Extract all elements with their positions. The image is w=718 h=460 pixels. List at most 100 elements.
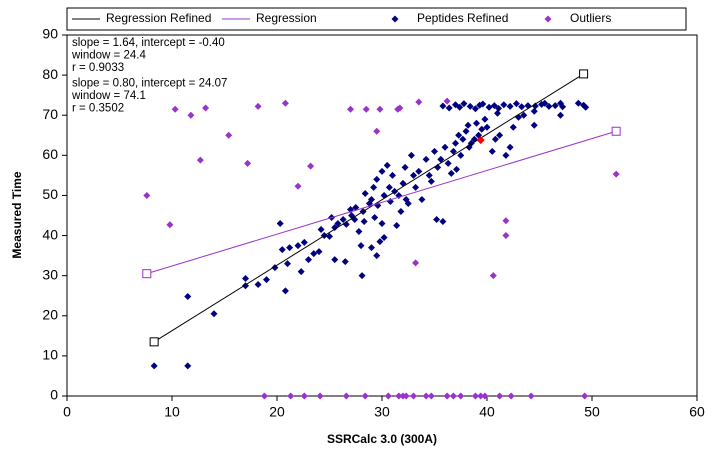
point — [557, 111, 564, 119]
point — [431, 147, 438, 155]
annotation: window = 24.4 — [71, 50, 146, 62]
point — [393, 222, 401, 230]
x-tick-label: 10 — [164, 404, 180, 420]
point — [310, 250, 318, 258]
point — [502, 151, 510, 159]
point — [464, 121, 472, 129]
point — [297, 268, 305, 276]
point — [425, 171, 433, 179]
point — [368, 244, 375, 252]
point — [481, 115, 489, 123]
line-end-marker — [149, 337, 159, 347]
point — [202, 104, 210, 112]
x-tick-label: 20 — [269, 404, 285, 420]
point — [396, 104, 404, 112]
regression-line — [146, 130, 617, 275]
point — [373, 175, 381, 183]
point — [455, 131, 463, 139]
point — [334, 220, 342, 228]
point — [459, 135, 467, 143]
point — [357, 242, 365, 250]
x-axis-label: SSRCalc 3.0 (300A) — [327, 432, 437, 446]
x-tick-label: 60 — [689, 404, 705, 420]
point — [373, 127, 381, 135]
point — [507, 392, 515, 400]
point — [574, 99, 582, 107]
point — [471, 392, 479, 400]
point — [361, 189, 369, 197]
point — [368, 195, 375, 203]
point — [294, 182, 302, 190]
point — [254, 102, 262, 110]
point — [376, 238, 384, 246]
point — [187, 111, 195, 119]
point — [489, 272, 497, 280]
point — [389, 171, 396, 179]
y-tick-label: 20 — [42, 306, 58, 322]
point — [225, 131, 233, 139]
legend-label: Outliers — [570, 11, 611, 25]
point — [491, 135, 499, 143]
point — [196, 156, 204, 164]
point — [449, 147, 457, 155]
point — [502, 232, 510, 240]
point — [427, 392, 435, 400]
point — [559, 103, 567, 111]
point — [415, 98, 423, 106]
point — [449, 392, 457, 400]
x-tick-label: 0 — [63, 404, 71, 420]
x-tick-label: 30 — [374, 404, 390, 420]
legend-swatch — [544, 15, 552, 23]
point — [210, 310, 218, 318]
annotation: slope = 1.64, intercept = -0.40 — [72, 37, 225, 49]
annotation: window = 74.1 — [71, 90, 146, 102]
point — [509, 123, 517, 131]
y-tick-label: 60 — [42, 146, 58, 162]
point — [305, 256, 312, 264]
point — [276, 220, 284, 228]
point — [471, 105, 479, 113]
point — [439, 218, 447, 226]
point — [443, 97, 451, 105]
point — [380, 234, 388, 242]
point — [143, 191, 151, 199]
y-tick-label: 30 — [42, 266, 58, 282]
point — [456, 103, 464, 111]
point — [401, 163, 409, 171]
point — [184, 293, 192, 301]
point — [496, 392, 504, 400]
point — [441, 143, 449, 151]
point — [315, 248, 323, 256]
point — [371, 214, 379, 222]
point — [184, 362, 192, 370]
regression-line — [153, 73, 584, 343]
line-end-marker — [142, 269, 152, 279]
point — [395, 392, 403, 400]
point — [453, 165, 461, 173]
point — [518, 103, 526, 111]
point — [473, 119, 480, 127]
point — [171, 105, 179, 113]
point — [466, 102, 474, 110]
point — [481, 392, 489, 400]
point — [339, 216, 347, 224]
point — [422, 392, 430, 400]
line-end-marker — [579, 69, 589, 79]
line-end-marker — [611, 126, 621, 136]
point — [378, 220, 386, 228]
point — [506, 102, 514, 110]
point — [551, 102, 559, 110]
point — [383, 161, 391, 169]
point — [581, 392, 589, 400]
point — [512, 100, 520, 108]
y-axis-label: Measured Time — [10, 171, 24, 258]
point — [150, 362, 158, 370]
point — [500, 101, 508, 109]
point — [427, 177, 435, 185]
point — [496, 131, 504, 139]
point — [545, 102, 553, 110]
point — [612, 170, 620, 178]
point — [278, 246, 286, 254]
point — [410, 392, 417, 400]
point — [422, 155, 430, 163]
